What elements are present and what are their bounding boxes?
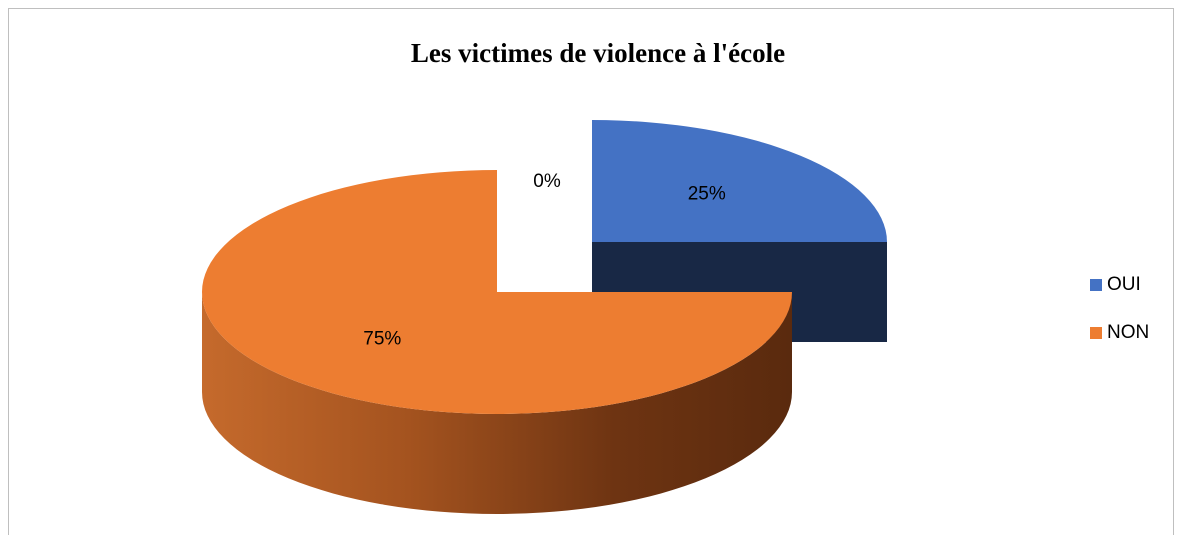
legend-swatch xyxy=(1090,279,1102,291)
chart-title: Les victimes de violence à l'école xyxy=(411,38,785,68)
slice-side xyxy=(202,292,792,514)
legend-swatch xyxy=(1090,327,1102,339)
data-label: 75% xyxy=(363,328,401,349)
data-label: 0% xyxy=(533,171,561,192)
slice xyxy=(202,170,792,414)
chart-border xyxy=(8,8,1174,535)
legend-label: OUI xyxy=(1107,274,1141,295)
slice xyxy=(592,120,887,242)
data-label: 25% xyxy=(688,184,726,205)
legend-label: NON xyxy=(1107,322,1149,343)
